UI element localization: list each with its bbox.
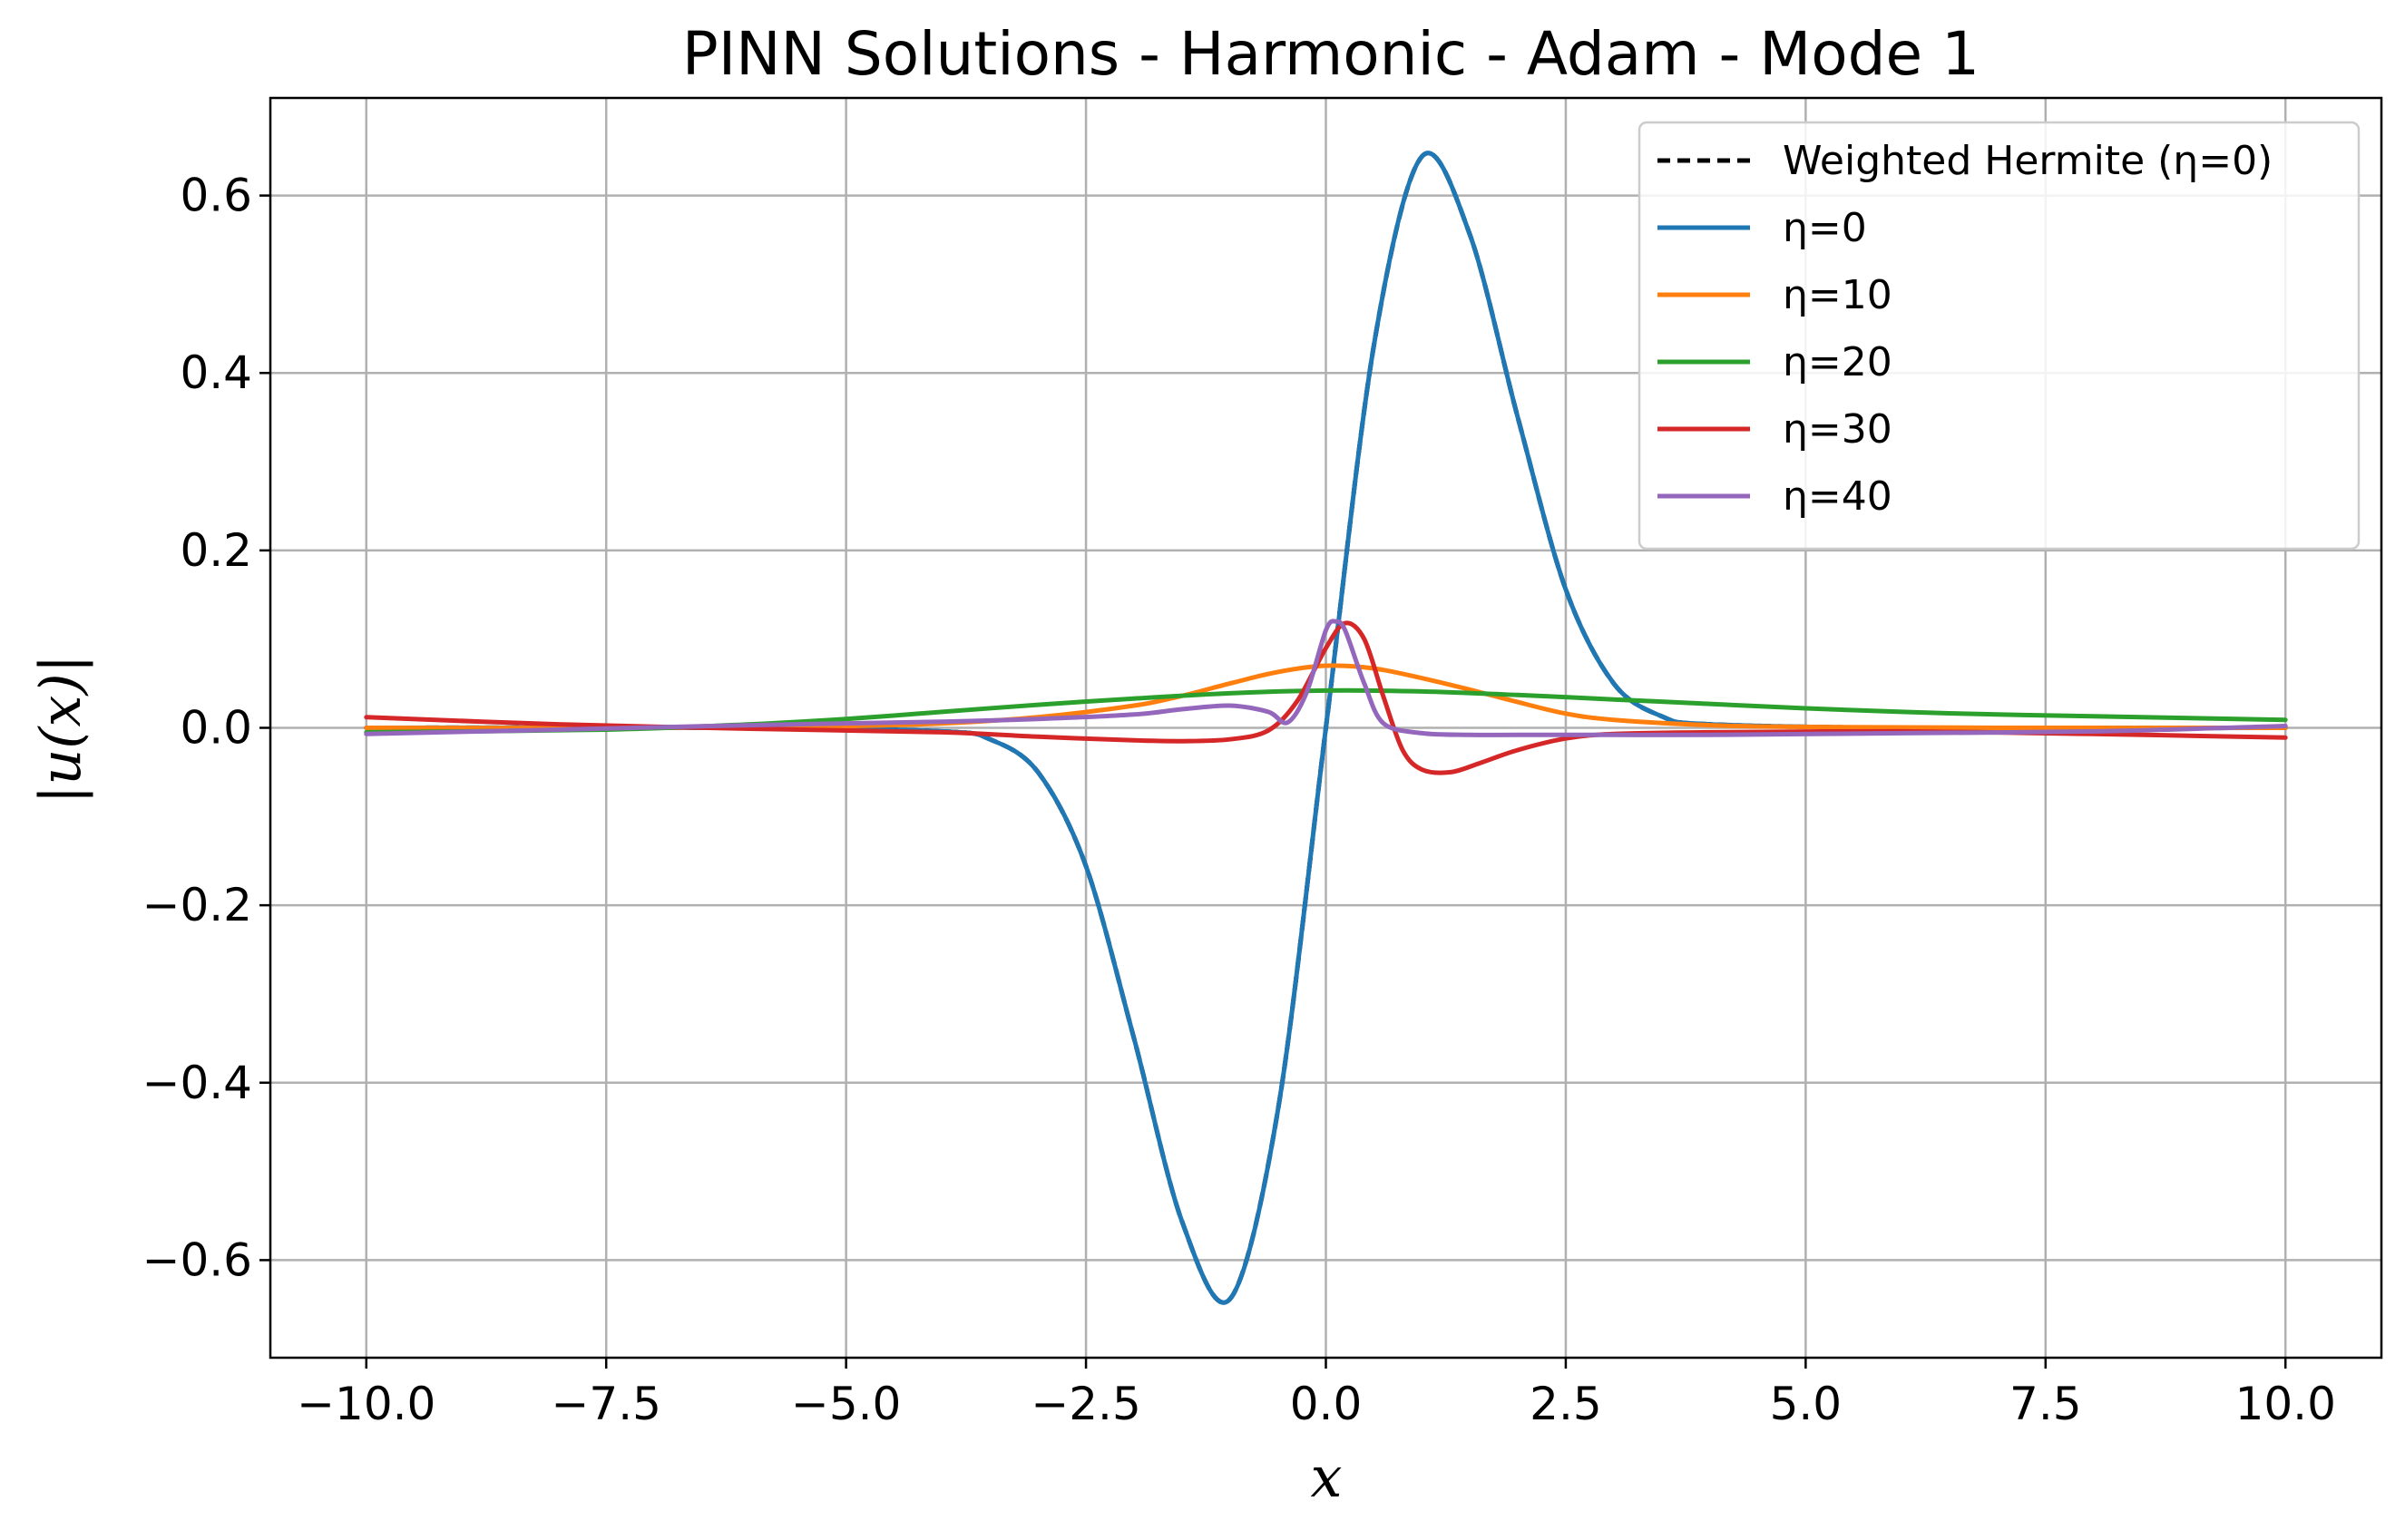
x-tick-label: −10.0 — [297, 1378, 435, 1430]
x-tick-label: 5.0 — [1770, 1378, 1843, 1430]
y-tick-label: 0.4 — [180, 346, 252, 399]
legend-label: η=0 — [1783, 205, 1867, 251]
series-line-4 — [364, 620, 2288, 775]
legend-label: Weighted Hermite (η=0) — [1783, 138, 2273, 184]
series-line-2 — [364, 663, 2288, 731]
y-tick-label: −0.6 — [142, 1233, 252, 1286]
series-line-1 — [364, 151, 2288, 1305]
x-tick-label: −2.5 — [1031, 1378, 1140, 1430]
x-tick-label: 0.0 — [1290, 1378, 1363, 1430]
x-tick-label: −5.0 — [791, 1378, 901, 1430]
axis-ticks: −10.0 −7.5 −5.0 −2.5 0.0 2.5 5.0 7.5 10.0 −0.6 −0.… — [142, 170, 2336, 1430]
x-tick-label: 7.5 — [2009, 1378, 2082, 1430]
legend: Weighted Hermite (η=0) η=0 η=10 η=20 η=30 η=4… — [1638, 121, 2361, 551]
legend-label: η=20 — [1783, 339, 1892, 385]
legend-label: η=10 — [1783, 272, 1892, 318]
y-axis-label: |u(x)| — [27, 654, 93, 804]
series-line-5 — [364, 619, 2288, 737]
y-tick-label: −0.4 — [142, 1057, 252, 1109]
y-tick-label: −0.2 — [142, 879, 252, 931]
y-tick-label: 0.0 — [180, 702, 252, 755]
legend-box — [1638, 121, 2361, 551]
x-tick-label: 2.5 — [1530, 1378, 1602, 1430]
legend-label: η=40 — [1783, 473, 1892, 520]
x-tick-label: −7.5 — [551, 1378, 660, 1430]
chart-title: PINN Solutions - Harmonic - Adam - Mode … — [682, 19, 1980, 89]
legend-label: η=30 — [1783, 406, 1892, 453]
x-axis-label: x — [1311, 1444, 1343, 1510]
x-tick-label: 10.0 — [2235, 1378, 2336, 1430]
series-lines — [364, 151, 2288, 1305]
y-tick-label: 0.2 — [180, 524, 252, 577]
y-tick-label: 0.6 — [180, 170, 252, 222]
